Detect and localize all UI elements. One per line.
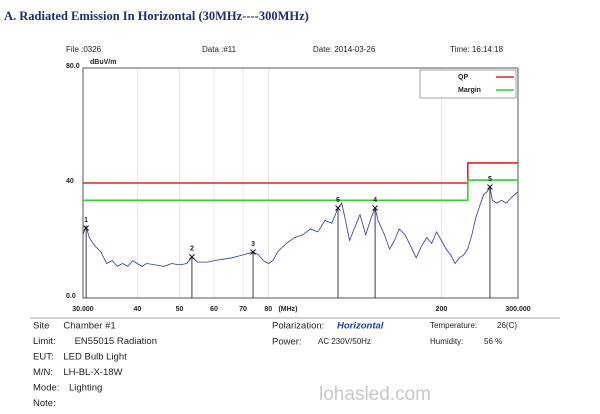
marker bbox=[487, 184, 493, 190]
header-text: Time: 16:14:18 bbox=[450, 45, 504, 54]
header-text: Data :#11 bbox=[202, 45, 237, 54]
info-value: 26(C) bbox=[497, 321, 517, 330]
marker bbox=[372, 205, 378, 211]
marker-label: 2 bbox=[190, 246, 194, 253]
info-label: Mode: bbox=[33, 383, 59, 394]
y-tick-label: 80.0 bbox=[66, 63, 80, 70]
x-tick-label: 80 bbox=[264, 306, 272, 313]
marker-label: 4 bbox=[373, 197, 377, 204]
marker-label: 5 bbox=[488, 176, 492, 183]
info-value: Chamber #1 bbox=[63, 321, 115, 332]
legend-label: Margin bbox=[458, 87, 481, 94]
info-value: LH-BL-X-18W bbox=[63, 367, 122, 378]
legend-box bbox=[419, 69, 517, 99]
info-label: Limit: bbox=[33, 336, 56, 347]
x-tick-label: 40 bbox=[133, 306, 141, 313]
watermark: lohasled.com bbox=[319, 384, 431, 405]
header-text: File :0326 bbox=[66, 45, 102, 54]
x-unit: (MHz) bbox=[278, 306, 297, 313]
info-label: Temperature: bbox=[430, 321, 477, 330]
marker bbox=[189, 254, 195, 260]
info-label: Polarization: bbox=[272, 321, 324, 332]
info-value: AC 230V/50Hz bbox=[318, 337, 371, 346]
chart-title: A. Radiated Emission In Horizontal (30MH… bbox=[4, 9, 309, 23]
info-label: Note: bbox=[33, 398, 56, 409]
y-tick-label: 40 bbox=[66, 178, 74, 185]
info-value: LED Bulb Light bbox=[63, 352, 127, 363]
marker-label: 6 bbox=[336, 197, 340, 204]
info-value: Lighting bbox=[69, 383, 102, 394]
info-value: EN55015 Radiation bbox=[75, 336, 157, 347]
marker bbox=[335, 205, 341, 211]
marker bbox=[250, 249, 256, 255]
x-tick-label: 50 bbox=[176, 306, 184, 313]
y-tick-label: 0.0 bbox=[66, 293, 76, 300]
limit-line bbox=[83, 162, 518, 184]
info-label: M/N: bbox=[33, 367, 53, 378]
polarization-value: Horizontal bbox=[337, 321, 384, 332]
marker-label: 3 bbox=[251, 241, 255, 248]
marker-label: 1 bbox=[84, 217, 88, 224]
x-tick-label: 200 bbox=[436, 306, 448, 313]
x-tick-label: 300.000 bbox=[505, 306, 530, 313]
legend-label: QP bbox=[458, 74, 468, 81]
y-unit: dBuV/m bbox=[90, 59, 116, 66]
info-label: Power: bbox=[272, 337, 302, 348]
x-tick-label: 60 bbox=[210, 306, 218, 313]
info-label: Humidity: bbox=[430, 337, 463, 346]
info-label: Site bbox=[33, 321, 49, 332]
x-tick-label: 30.000 bbox=[72, 306, 94, 313]
marker bbox=[83, 225, 89, 231]
info-value: 56 % bbox=[484, 337, 502, 346]
info-label: EUT: bbox=[33, 352, 54, 363]
header-text: Date: 2014-03-26 bbox=[313, 45, 376, 54]
limit-line bbox=[83, 179, 518, 202]
x-tick-label: 70 bbox=[239, 306, 247, 313]
